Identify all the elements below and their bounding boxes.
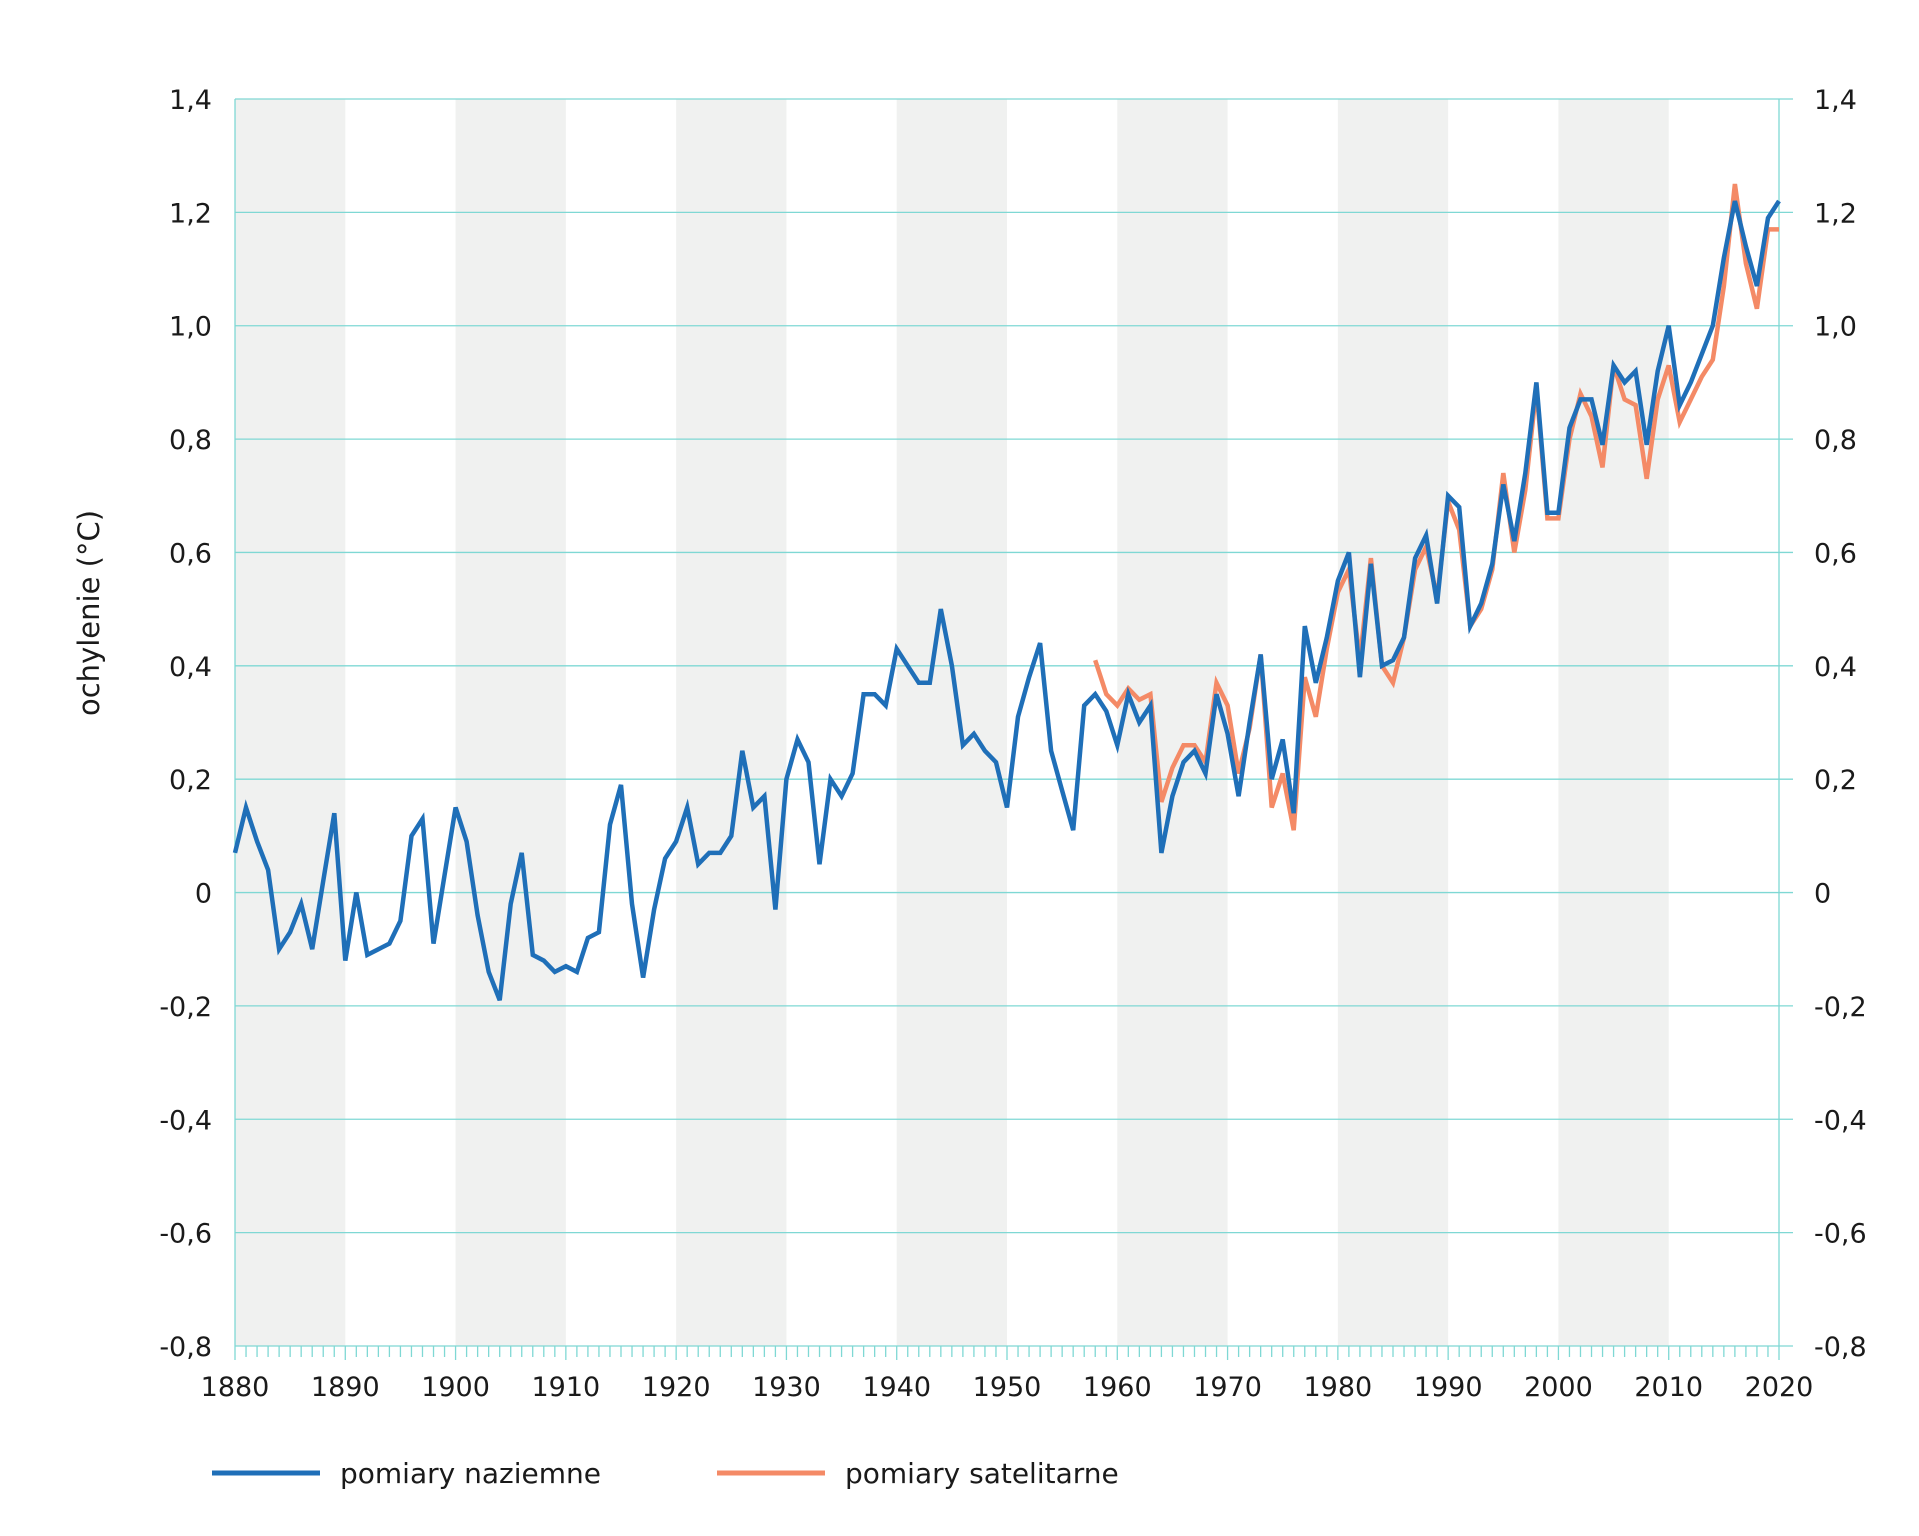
x-tick-label: 1980 [1303, 1372, 1372, 1403]
x-tick-label: 1930 [752, 1372, 821, 1403]
y-tick-label-right: 0,6 [1814, 538, 1857, 569]
y-axis-title: ochylenie (°C) [72, 510, 106, 716]
x-tick-label: 1890 [311, 1372, 380, 1403]
legend-label-naziemne: pomiary naziemne [340, 1457, 601, 1490]
y-tick-label-right: 1,4 [1814, 85, 1857, 116]
y-tick-label-left: 1,2 [169, 198, 212, 229]
y-tick-label-right: -0,2 [1814, 992, 1867, 1023]
decade-band [235, 99, 346, 1346]
x-tick-label: 1970 [1193, 1372, 1262, 1403]
x-tick-label: 1940 [862, 1372, 931, 1403]
y-tick-label-left: 0,4 [169, 652, 212, 683]
decade-bands [235, 99, 1669, 1346]
x-tick-label: 1900 [421, 1372, 490, 1403]
y-tick-label-left: -0,2 [159, 992, 212, 1023]
series-lines [232, 183, 1781, 1002]
x-tick-label: 2020 [1745, 1372, 1814, 1403]
gridlines [234, 98, 1793, 1347]
x-tick-label: 1920 [642, 1372, 711, 1403]
y-tick-label-left: 0 [195, 879, 212, 910]
y-tick-label-left: -0,6 [159, 1219, 212, 1250]
y-tick-label-right: 1,0 [1814, 312, 1857, 343]
y-tick-label-left: 0,8 [169, 425, 212, 456]
decade-band [1558, 99, 1669, 1346]
y-tick-label-left: -0,8 [159, 1332, 212, 1363]
y-tick-label-left: -0,4 [159, 1105, 212, 1136]
decade-band [1337, 99, 1449, 1346]
decade-band [676, 99, 787, 1346]
y-tick-label-right: 0 [1814, 879, 1831, 910]
y-tick-label-right: -0,4 [1814, 1105, 1867, 1136]
y-tick-label-left: 0,2 [169, 765, 212, 796]
x-tick-label: 2010 [1634, 1372, 1703, 1403]
x-tick-label: 2000 [1524, 1372, 1593, 1403]
y-tick-label-right: 0,8 [1814, 425, 1857, 456]
x-tick-label: 1880 [201, 1372, 270, 1403]
y-tick-label-right: -0,6 [1814, 1219, 1867, 1250]
y-tick-label-right: 1,2 [1814, 198, 1857, 229]
y-tick-label-left: 1,4 [169, 85, 212, 116]
legend-label-satelitarne: pomiary satelitarne [845, 1457, 1119, 1490]
x-tick-label: 1990 [1414, 1372, 1483, 1403]
axes: -0,8 -0,8 -0,6 -0,6 -0,4 -0,4 -0,2 -0,2 0 0 0,2 0,2… [159, 85, 1866, 1403]
legend: pomiary naziemne pomiary satelitarne [212, 1457, 1119, 1490]
x-tick-label: 1960 [1083, 1372, 1152, 1403]
x-tick-label: 1950 [973, 1372, 1042, 1403]
decade-band [896, 99, 1007, 1346]
y-tick-label-right: -0,8 [1814, 1332, 1867, 1363]
x-tick-label: 1910 [531, 1372, 600, 1403]
decade-band [455, 99, 566, 1346]
y-tick-label-right: 0,2 [1814, 765, 1857, 796]
series-line-naziemne [232, 199, 1781, 1002]
y-tick-label-left: 0,6 [169, 538, 212, 569]
y-tick-label-left: 1,0 [169, 312, 212, 343]
y-tick-label-right: 0,4 [1814, 652, 1857, 683]
